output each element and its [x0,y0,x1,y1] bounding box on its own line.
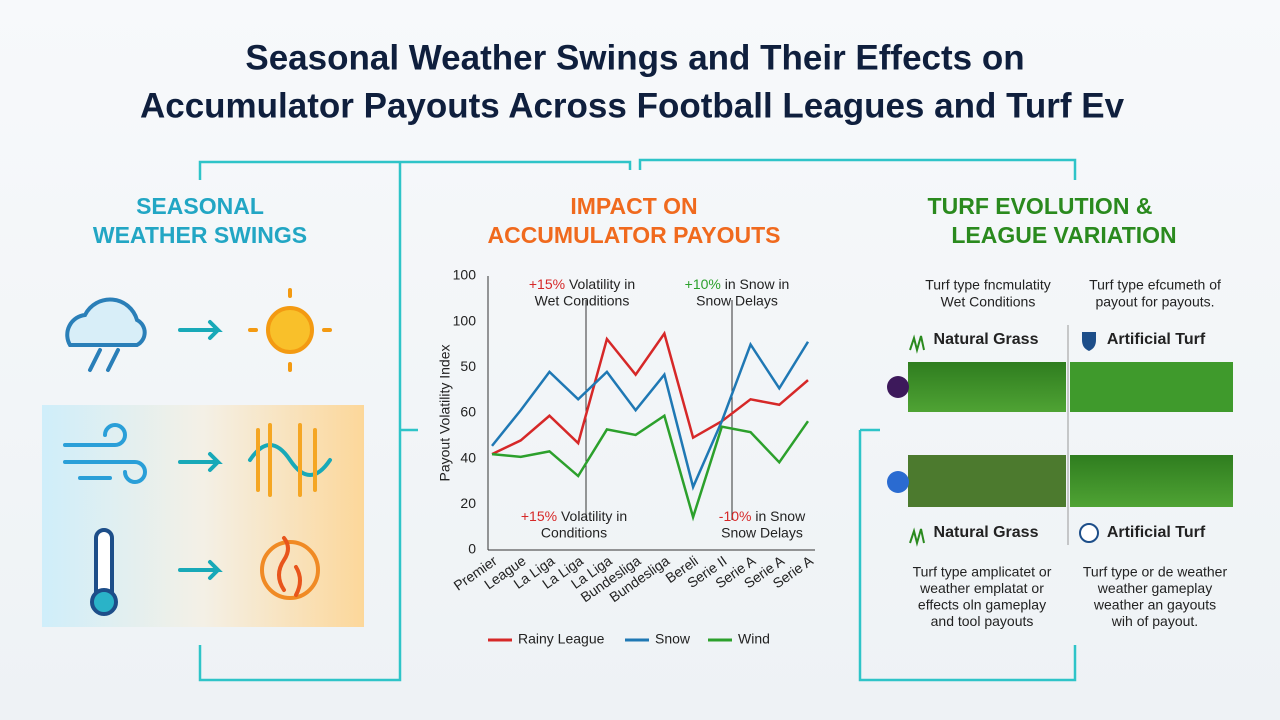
turf-text: Turf type fncmulatity [925,277,1051,293]
annotation: Snow Delays [721,525,803,541]
y-axis-label: Payout Volatility Index [437,345,453,482]
center-heading: ACCUMULATOR PAYOUTS [487,222,780,248]
turf-text: payout for payouts. [1095,294,1214,310]
annotation: +10% in Snow in [685,276,790,292]
league-logo [887,376,909,398]
turf-label: Artificial Turf [1107,524,1206,541]
turf-text: Turf type or de weather [1083,564,1228,580]
y-tick-label: 20 [460,495,476,511]
annotation: Conditions [541,525,607,541]
annotation: Snow Delays [696,293,778,309]
y-tick-label: 100 [453,312,477,328]
y-tick-label: 100 [453,267,477,283]
weather-icons [63,288,332,616]
left-heading: WEATHER SWINGS [93,222,307,248]
turf-text: and tool payouts [931,613,1034,629]
grass-icon [909,334,925,354]
line [491,330,809,456]
ball-icon [1079,523,1099,543]
grass-image [908,455,1066,507]
y-tick-label: 40 [460,449,476,465]
y-tick-label: 60 [460,404,476,420]
y-tick-label: 50 [460,358,476,374]
turf-text: Turf type amplicatet or [913,564,1052,580]
annotation: Wet Conditions [535,293,630,309]
legend-label: Snow [655,631,691,647]
turf-text: Turf type efcumeth of [1089,277,1221,293]
legend-label: Wind [738,631,770,647]
league-logo [887,471,909,493]
grass-icon [909,527,925,547]
turf-text: wih of payout. [1111,613,1198,629]
turf-label: Artificial Turf [1107,331,1206,348]
center-heading: IMPACT ON [570,193,697,219]
y-tick-label: 0 [468,541,476,557]
right-heading: LEAGUE VARIATION [951,222,1176,248]
annotation: +15% Volatility in [529,276,635,292]
turf-text: weather an gayouts [1093,597,1216,613]
connectors [198,158,1077,682]
turf-image [1070,455,1233,507]
line [491,341,810,491]
turf-text: weather gameplay [1097,580,1212,596]
turf-text: Wet Conditions [941,294,1036,310]
title: Seasonal Weather Swings and Their Effect… [245,38,1024,77]
line [491,413,810,522]
annotation: +15% Volatility in [521,508,627,524]
right-heading: TURF EVOLUTION & [928,193,1153,219]
legend-label: Rainy League [518,631,605,647]
grass-image [908,362,1066,412]
left-heading: SEASONAL [136,193,264,219]
turf-text: effects oln gameplay [918,597,1046,613]
turf-image [1070,362,1233,412]
shield-icon [1082,332,1096,351]
turf-text: weather emplatat or [919,580,1044,596]
turf-label: Natural Grass [934,331,1039,348]
annotation: -10% in Snow [719,508,806,524]
title: Accumulator Payouts Across Football Leag… [140,86,1125,125]
turf-label: Natural Grass [934,524,1039,541]
